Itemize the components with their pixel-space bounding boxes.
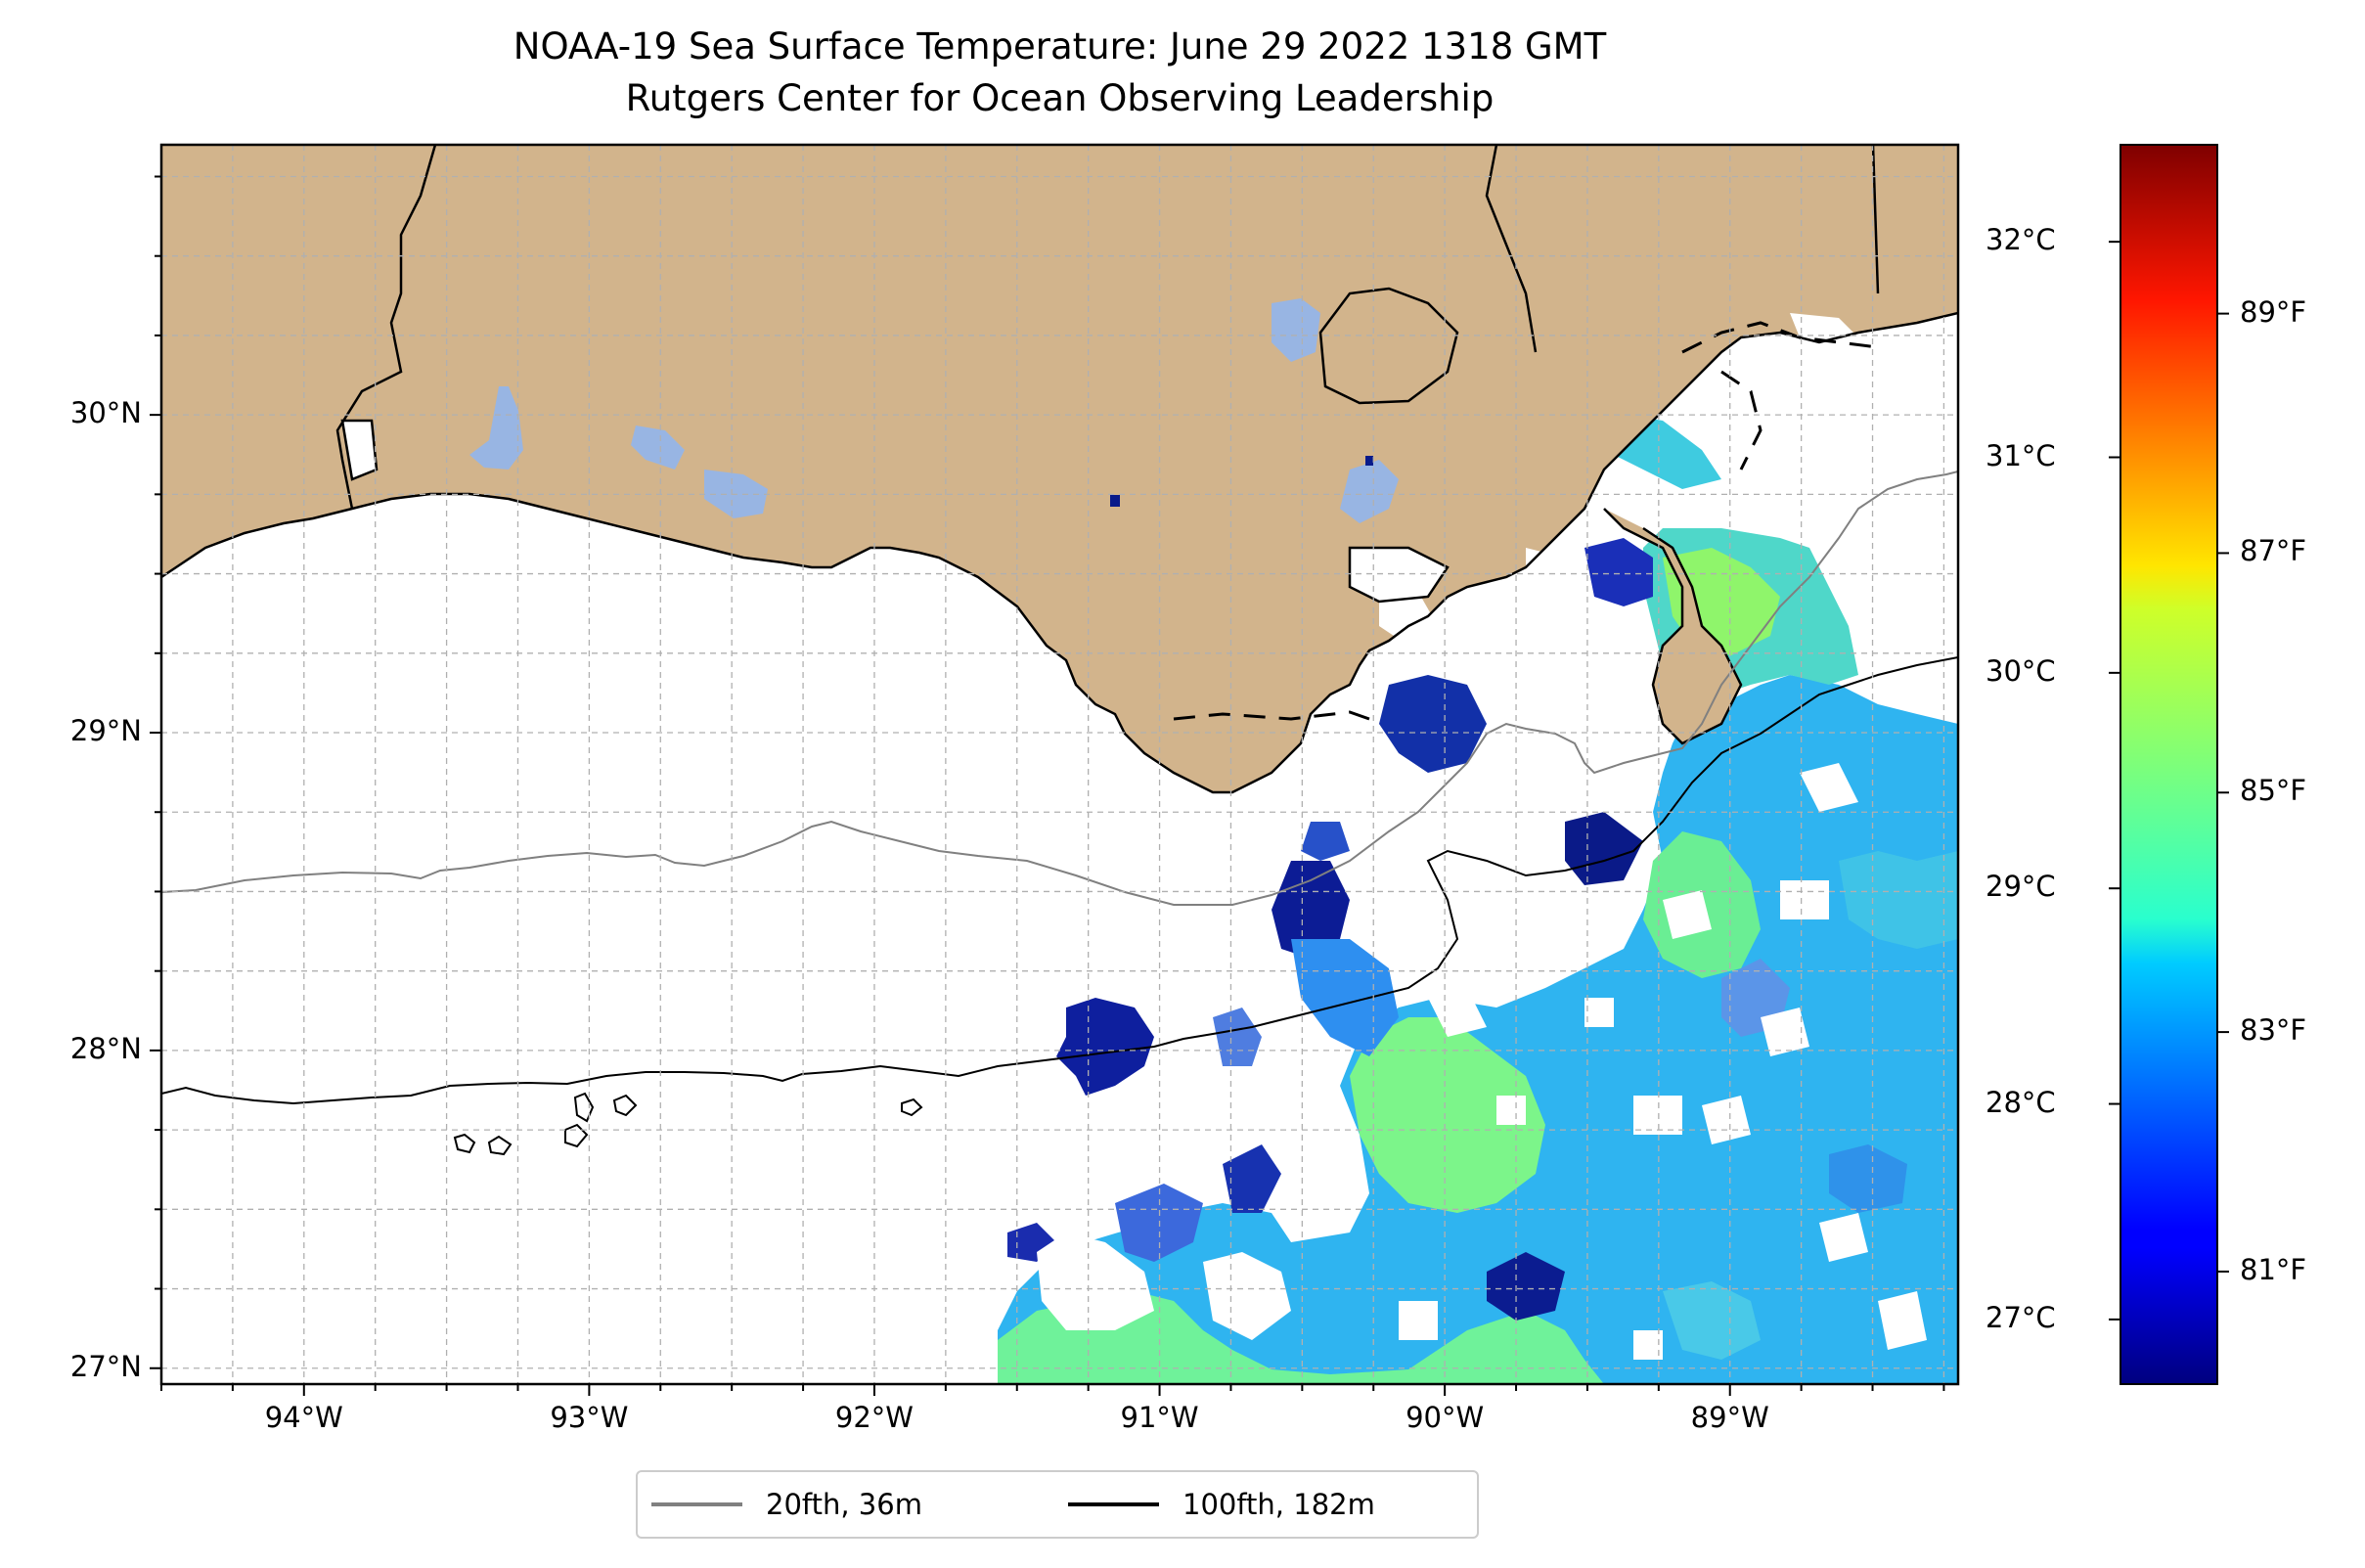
isobath-100fth [161,656,1958,1105]
lat-tick-label: 28°N [69,1031,142,1065]
delta-land [1604,509,1741,743]
celsius-tick-label: 30°C [1986,653,2056,688]
fahrenheit-tick-label: 89°F [2240,294,2307,329]
fahrenheit-tick-label: 85°F [2240,774,2307,808]
fahrenheit-tick-label: 83°F [2240,1013,2307,1048]
coastline [161,311,1958,794]
land-mass [161,145,1958,792]
legend-label-20fth: 20fth, 36m [766,1488,922,1521]
cloud-mask [1037,763,1927,1360]
celsius-tick-label: 28°C [1986,1085,2056,1119]
map-grid [161,145,1958,1384]
colorbar [2120,144,2218,1385]
celsius-tick-label: 29°C [1986,870,2056,904]
lon-tick-label: 90°W [1406,1401,1485,1434]
lat-tick-label: 30°N [69,396,142,430]
legend-item-20fth: 20fth, 36m [651,1472,922,1537]
legend-item-100fth: 100fth, 182m [1068,1472,1375,1537]
legend-label-100fth: 100fth, 182m [1182,1488,1375,1521]
isobath-20fth [161,470,1958,906]
lon-tick-label: 93°W [550,1401,629,1434]
fahrenheit-tick-label: 81°F [2240,1252,2307,1286]
celsius-tick-label: 32°C [1986,223,2056,257]
lon-tick-label: 92°W [834,1401,914,1434]
lat-tick-label: 29°N [69,714,142,747]
lon-tick-label: 89°W [1690,1401,1769,1434]
celsius-tick-label: 27°C [1986,1300,2056,1334]
fahrenheit-tick-label: 87°F [2240,534,2307,568]
legend-swatch-100fth [1068,1502,1159,1506]
map-subtitle: Rutgers Center for Ocean Observing Leade… [625,77,1495,119]
map-title: NOAA-19 Sea Surface Temperature: June 29… [513,25,1607,67]
map-ticks [150,175,1945,1396]
lon-tick-label: 94°W [264,1401,343,1434]
lon-tick-label: 91°W [1120,1401,1199,1434]
colorbar-ticks [2109,241,2229,1321]
map-frame [159,143,1960,1386]
isobath-legend: 20fth, 36m 100fth, 182m [636,1470,1479,1539]
celsius-tick-label: 31°C [1986,438,2056,472]
legend-swatch-20fth [651,1502,742,1506]
lat-tick-label: 27°N [69,1349,142,1383]
